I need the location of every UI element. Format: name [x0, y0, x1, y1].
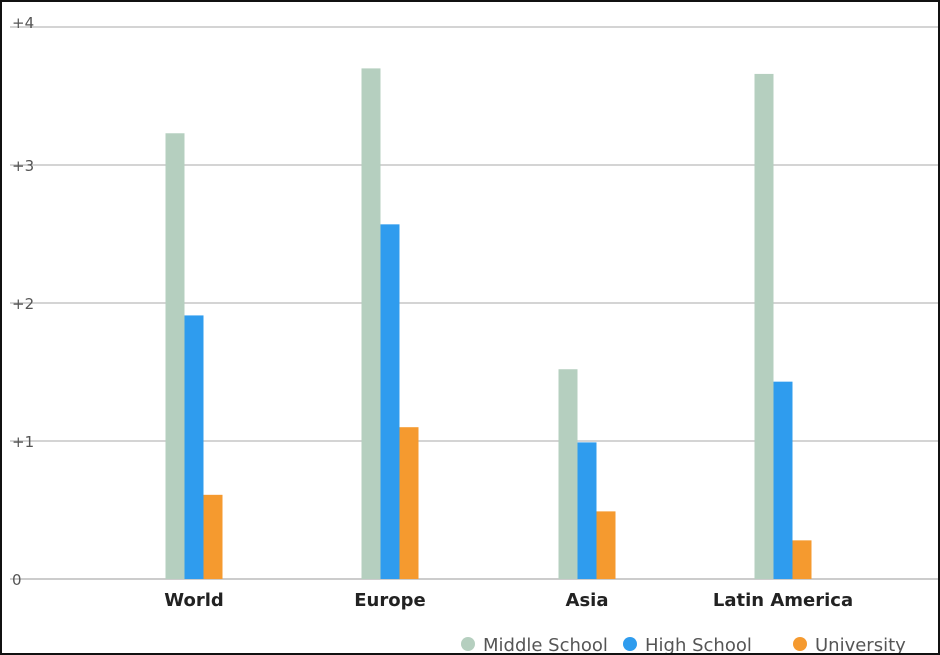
bar-high-school-world [184, 315, 204, 579]
bar-middle-school-world [165, 133, 185, 579]
legend-marker [623, 637, 637, 651]
x-axis-categories: World Europe Asia Latin America [164, 590, 853, 611]
y-tick-label: +2 [12, 295, 34, 313]
bar-university-latin-america [792, 540, 812, 579]
legend-marker [793, 637, 807, 651]
bar-middle-school-asia [558, 369, 578, 579]
y-tick-label: +1 [12, 433, 34, 451]
bar-high-school-latin-america [773, 381, 793, 579]
x-category-label: Latin America [713, 590, 853, 611]
legend-label: University [815, 635, 906, 655]
legend: Middle School High School University [461, 635, 906, 655]
legend-marker [461, 637, 475, 651]
bars [165, 68, 812, 580]
bar-university-asia [596, 511, 616, 579]
x-category-label: World [164, 590, 224, 611]
y-tick-label: +3 [12, 157, 34, 175]
bar-university-europe [399, 427, 419, 579]
gridlines [10, 26, 938, 580]
legend-label: Middle School [483, 635, 608, 655]
bar-university-world [203, 494, 223, 579]
legend-label: High School [645, 635, 752, 655]
bar-middle-school-europe [361, 68, 381, 580]
y-axis-ticks: 0 +1 +2 +3 +4 [12, 14, 34, 589]
x-category-label: Europe [354, 590, 425, 611]
bar-middle-school-latin-america [754, 73, 774, 580]
bar-high-school-europe [380, 224, 400, 579]
bar-high-school-asia [577, 442, 597, 579]
y-tick-label: 0 [12, 571, 22, 589]
y-tick-label: +4 [12, 14, 34, 32]
x-category-label: Asia [566, 590, 609, 611]
